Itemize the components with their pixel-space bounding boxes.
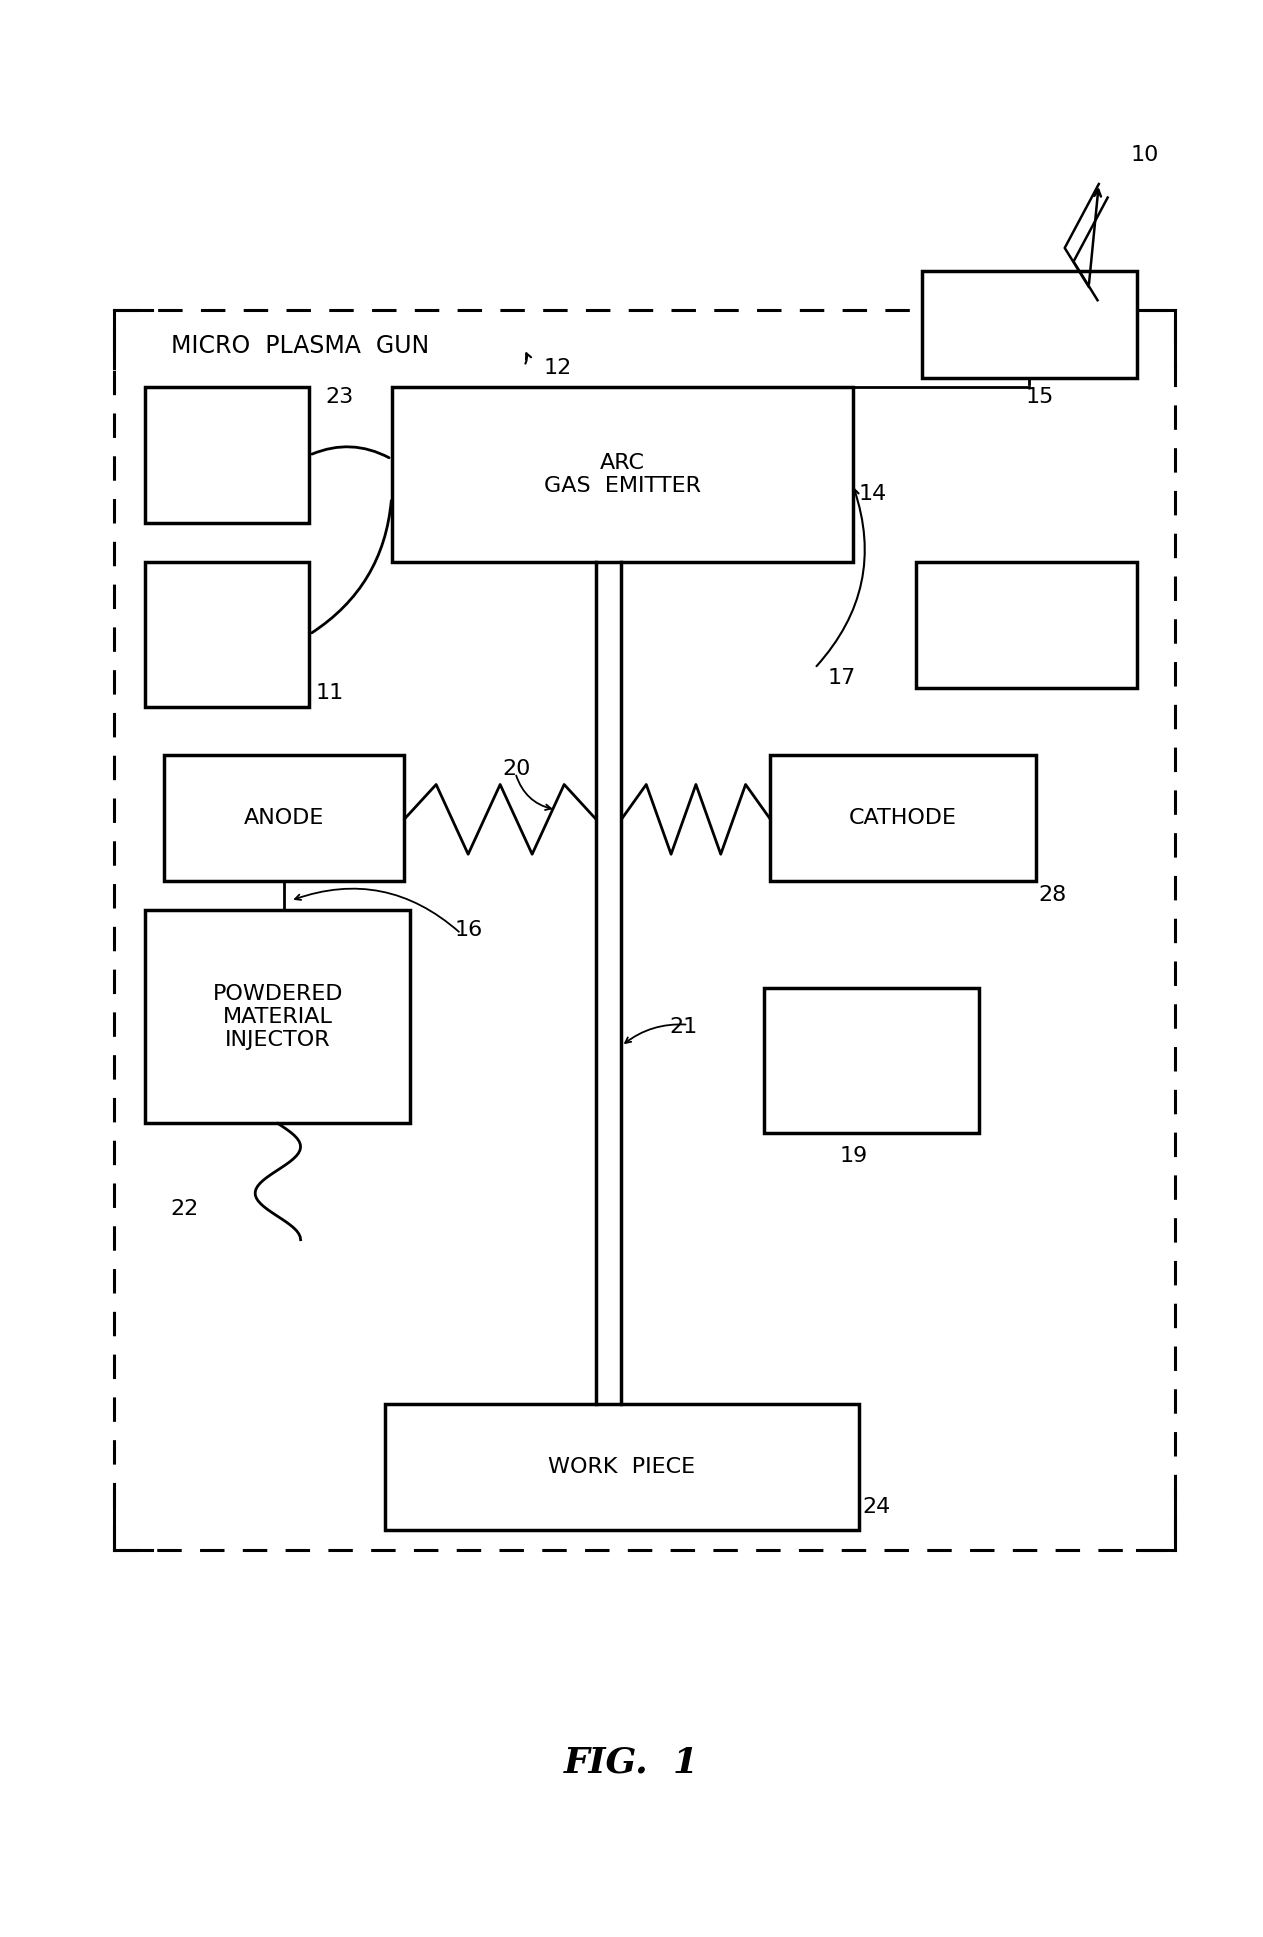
- Text: 12: 12: [543, 358, 571, 378]
- Bar: [764, 988, 979, 1133]
- Text: 15: 15: [1026, 387, 1053, 407]
- Text: MICRO  PLASMA  GUN: MICRO PLASMA GUN: [171, 335, 428, 358]
- Bar: [145, 387, 309, 523]
- Text: 21: 21: [669, 1017, 697, 1036]
- Text: 10: 10: [1130, 145, 1158, 165]
- Bar: [164, 755, 404, 881]
- Bar: [385, 1404, 859, 1530]
- Text: ARC
GAS  EMITTER: ARC GAS EMITTER: [543, 453, 701, 496]
- Bar: [145, 910, 410, 1123]
- Text: 17: 17: [827, 668, 855, 688]
- Text: CATHODE: CATHODE: [849, 808, 957, 829]
- Bar: [392, 387, 853, 562]
- Text: 28: 28: [1038, 885, 1066, 905]
- Text: 24: 24: [863, 1497, 890, 1517]
- Bar: [916, 562, 1137, 688]
- Text: 20: 20: [503, 759, 530, 779]
- Bar: [922, 271, 1137, 378]
- Bar: [770, 755, 1036, 881]
- Text: 22: 22: [171, 1199, 198, 1218]
- Text: FIG.  1: FIG. 1: [565, 1745, 698, 1780]
- Text: 16: 16: [455, 920, 482, 939]
- Text: 11: 11: [316, 684, 344, 703]
- Text: POWDERED
MATERIAL
INJECTOR: POWDERED MATERIAL INJECTOR: [212, 984, 344, 1050]
- Text: 23: 23: [326, 387, 354, 407]
- Bar: [145, 562, 309, 707]
- Text: 19: 19: [840, 1147, 868, 1166]
- Text: ANODE: ANODE: [244, 808, 325, 829]
- Text: WORK  PIECE: WORK PIECE: [548, 1457, 696, 1478]
- Text: 14: 14: [859, 484, 887, 504]
